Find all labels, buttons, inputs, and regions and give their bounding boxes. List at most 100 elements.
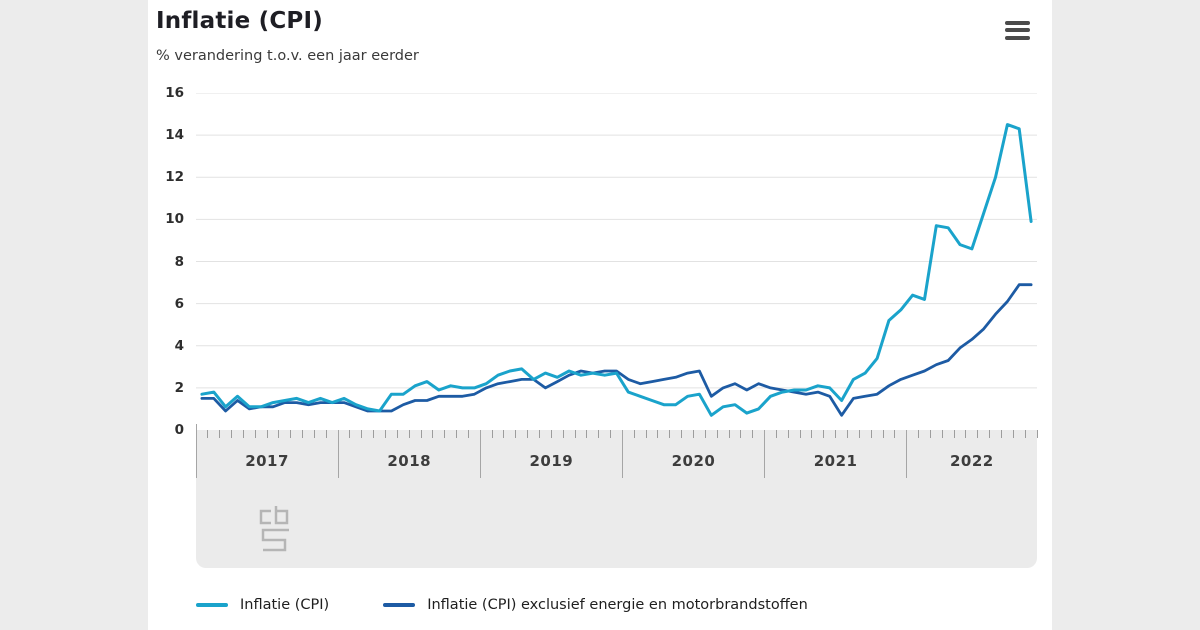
month-tick — [598, 430, 600, 438]
month-tick — [858, 430, 860, 438]
x-axis-year-label: 2022 — [949, 452, 994, 470]
month-tick — [1024, 430, 1026, 438]
legend-label-cpi-core: Inflatie (CPI) exclusief energie en moto… — [427, 597, 808, 613]
month-tick — [254, 430, 256, 438]
month-tick — [349, 430, 351, 438]
legend-swatch-cpi-core — [383, 603, 416, 607]
year-separator — [621, 430, 623, 478]
month-tick — [207, 430, 209, 438]
series-line-cpi-core — [200, 283, 1033, 417]
month-tick — [325, 430, 327, 438]
month-tick — [444, 430, 446, 438]
month-tick — [918, 430, 920, 438]
year-separator — [337, 430, 339, 478]
plot-area — [196, 93, 1037, 417]
legend-swatch-cpi — [196, 603, 228, 607]
chart-subtitle: % verandering t.o.v. een jaar eerder — [156, 48, 419, 64]
month-tick — [846, 430, 848, 438]
month-tick — [787, 430, 789, 438]
month-tick — [231, 430, 233, 438]
y-axis-label: 8 — [174, 253, 184, 270]
month-tick — [361, 430, 363, 438]
year-separator — [764, 430, 766, 478]
y-axis-label: 12 — [165, 169, 184, 186]
month-tick — [467, 430, 469, 438]
month-tick — [941, 430, 943, 438]
month-tick — [266, 430, 268, 438]
chart-menu-button[interactable] — [1001, 14, 1034, 44]
month-tick — [752, 430, 754, 438]
month-tick — [882, 430, 884, 438]
month-tick — [491, 430, 493, 438]
month-tick — [870, 430, 872, 438]
month-tick — [692, 430, 694, 438]
month-tick — [586, 430, 588, 438]
y-axis-label: 14 — [165, 127, 184, 144]
y-axis-label: 0 — [174, 422, 184, 438]
month-tick — [704, 430, 706, 438]
month-tick — [716, 430, 718, 438]
chart-card: Inflatie (CPI) % verandering t.o.v. een … — [148, 0, 1052, 630]
month-tick — [929, 430, 931, 438]
cbs-logo — [259, 506, 289, 552]
month-tick — [799, 430, 801, 438]
y-axis-label: 4 — [174, 337, 184, 354]
cbs-logo-b — [274, 506, 289, 525]
month-tick — [396, 430, 398, 438]
cbs-logo-s — [261, 528, 289, 552]
month-tick — [242, 430, 244, 438]
month-tick — [953, 430, 955, 438]
month-tick — [669, 430, 671, 438]
month-tick — [1036, 430, 1038, 438]
month-tick — [681, 430, 683, 438]
month-tick — [408, 430, 410, 438]
month-tick — [420, 430, 422, 438]
month-tick — [633, 430, 635, 438]
year-separator — [479, 430, 481, 478]
month-tick — [657, 430, 659, 438]
y-axis-label: 2 — [174, 379, 184, 396]
month-tick — [539, 430, 540, 438]
month-tick — [503, 430, 505, 438]
month-tick — [1000, 430, 1002, 438]
legend-label-cpi: Inflatie (CPI) — [240, 597, 330, 613]
month-tick — [835, 430, 837, 438]
legend-item-cpi[interactable]: Inflatie (CPI) — [196, 597, 329, 613]
month-tick — [775, 430, 777, 438]
month-tick — [823, 430, 825, 438]
month-tick — [894, 430, 896, 438]
cbs-logo-c — [259, 509, 271, 525]
x-axis-year-label: 2021 — [813, 452, 858, 470]
month-tick — [811, 430, 813, 438]
x-axis-panel: 2017 2018 2019 2020 2021 2022 — [195, 424, 1038, 568]
month-tick — [550, 430, 552, 438]
month-tick — [278, 430, 280, 438]
year-separator — [195, 424, 197, 478]
x-axis-year-label: 2017 — [245, 452, 289, 470]
month-tick — [740, 430, 742, 438]
month-tick — [302, 430, 304, 438]
month-tick — [456, 430, 458, 438]
month-tick — [562, 430, 564, 438]
year-separator — [906, 430, 908, 478]
month-tick — [965, 430, 967, 438]
month-tick — [373, 430, 375, 438]
month-tick — [527, 430, 529, 438]
hamburger-icon — [1005, 20, 1030, 40]
y-axis-label: 16 — [165, 85, 184, 101]
month-tick — [645, 430, 647, 438]
legend: Inflatie (CPI) Inflatie (CPI) exclusief … — [196, 597, 808, 613]
x-axis-year-label: 2018 — [387, 452, 432, 470]
legend-item-cpi-core[interactable]: Inflatie (CPI) exclusief energie en moto… — [383, 597, 808, 613]
y-axis-label: 10 — [165, 211, 184, 228]
month-tick — [989, 430, 991, 438]
month-tick — [610, 430, 612, 438]
month-tick — [432, 430, 434, 438]
chart-title: Inflatie (CPI) — [156, 8, 323, 34]
month-tick — [219, 430, 221, 438]
month-tick — [728, 430, 730, 438]
series-line-cpi — [200, 123, 1033, 417]
x-axis-year-label: 2020 — [671, 452, 716, 470]
y-axis-label: 6 — [174, 295, 184, 312]
